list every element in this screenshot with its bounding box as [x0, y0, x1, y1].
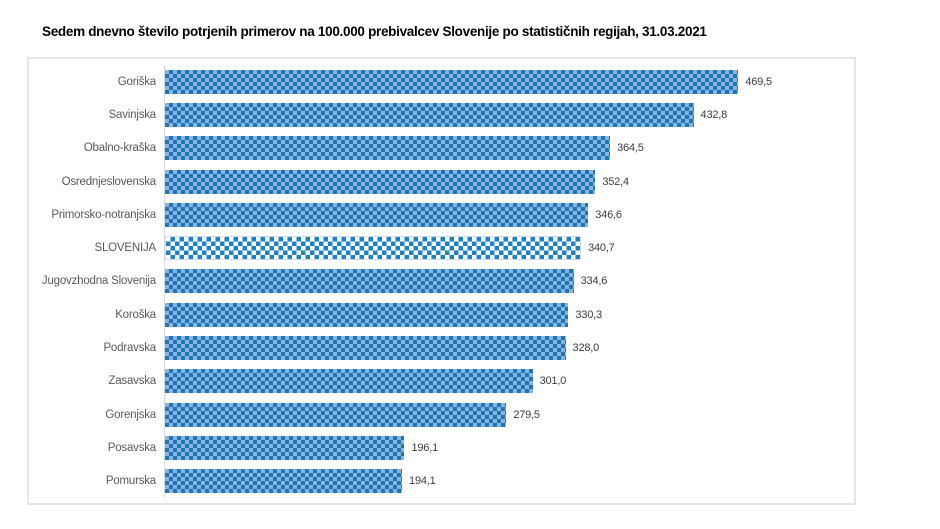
chart-row: Osrednjeslovenska 352,4: [29, 164, 844, 199]
chart-plot-area: Goriška 469,5 Savinjska 432,8 Obalno-kraška 3…: [27, 57, 856, 505]
bar: [165, 435, 405, 460]
bar-area: 346,6: [164, 198, 844, 232]
bar-area: 330,3: [164, 298, 844, 332]
chart-row: Zasavska 301,0: [29, 364, 844, 398]
category-label: Posavska: [107, 441, 156, 454]
bar-highlight-slovenija: [165, 236, 582, 261]
chart-rows: Goriška 469,5 Savinjska 432,8 Obalno-kraška 3…: [29, 65, 844, 498]
category-label: SLOVENIJA: [94, 242, 157, 255]
value-label: 334,6: [580, 275, 608, 288]
chart-row: Pomurska 194,1: [29, 464, 844, 498]
category-label: Savinjska: [108, 108, 157, 121]
category-label: Koroška: [115, 308, 156, 321]
value-label: 469,5: [745, 75, 772, 88]
bar: [165, 169, 596, 194]
category-label: Primorsko-notranjska: [51, 208, 156, 221]
bar-area: 328,0: [164, 331, 844, 365]
category-label: Obalno-kraška: [83, 142, 156, 155]
chart-row: Posavska 196,1: [29, 431, 844, 465]
value-label: 346,6: [595, 208, 622, 221]
chart-row: Goriška 469,5: [29, 65, 844, 99]
chart-row: Savinjska 432,8: [29, 98, 844, 132]
chart-row: Podravska 328,0: [29, 331, 844, 365]
category-label: Osrednjeslovenska: [61, 175, 157, 188]
bar-area: 334,6: [164, 264, 844, 299]
bar-area: 301,0: [164, 364, 844, 398]
chart-row: Gorenjska 279,5: [29, 397, 844, 432]
value-label: 328,0: [572, 342, 600, 355]
bar-area: 196,1: [164, 431, 844, 465]
bar: [165, 469, 403, 494]
bar-area: 340,7: [164, 231, 844, 265]
category-label: Jugovzhodna Slovenija: [41, 275, 156, 288]
value-label: 352,4: [602, 175, 629, 188]
bar-area: 194,1: [164, 464, 844, 498]
category-label: Gorenjska: [105, 408, 156, 421]
value-label: 194,1: [409, 475, 436, 488]
value-label: 196,1: [411, 441, 438, 454]
chart-title: Sedem dnevno število potrjenih primerov …: [42, 24, 707, 39]
bar: [165, 336, 566, 361]
bar: [165, 202, 589, 227]
value-label: 301,0: [539, 375, 567, 388]
bar-area: 352,4: [164, 164, 844, 199]
bar: [165, 402, 507, 427]
bar-area: 364,5: [164, 131, 844, 165]
bar: [165, 69, 739, 94]
chart-row: Jugovzhodna Slovenija 334,6: [29, 264, 844, 299]
bar: [165, 302, 569, 327]
bar-area: 279,5: [164, 397, 844, 432]
bar: [165, 369, 533, 394]
category-label: Pomurska: [105, 475, 156, 488]
category-label: Goriška: [117, 75, 156, 88]
value-label: 279,5: [513, 408, 540, 421]
value-label: 340,7: [588, 242, 615, 255]
chart-row: SLOVENIJA 340,7: [29, 231, 844, 265]
bar-area: 469,5: [164, 65, 844, 99]
value-label: 432,8: [700, 108, 728, 121]
bar: [165, 269, 574, 294]
chart-row: Koroška 330,3: [29, 298, 844, 332]
bar-area: 432,8: [164, 98, 844, 132]
chart-row: Obalno-kraška 364,5: [29, 131, 844, 165]
bar: [165, 102, 694, 127]
bar: [165, 136, 611, 161]
chart-row: Primorsko-notranjska 346,6: [29, 198, 844, 232]
category-label: Zasavska: [108, 375, 156, 388]
value-label: 330,3: [575, 308, 602, 321]
category-label: Podravska: [103, 342, 156, 355]
value-label: 364,5: [617, 142, 644, 155]
